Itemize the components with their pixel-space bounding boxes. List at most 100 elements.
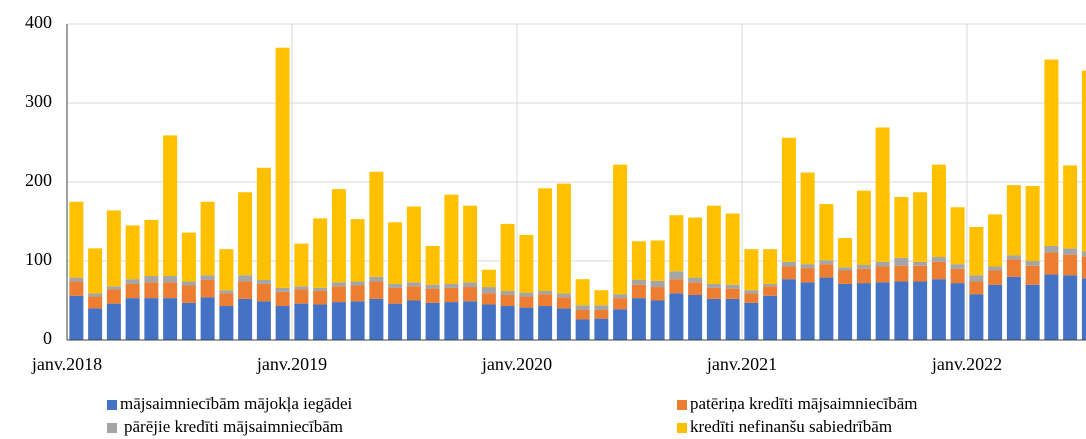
bar-segment [500, 294, 515, 307]
bar-segment [950, 268, 965, 284]
bar-segment [613, 309, 628, 340]
bar-segment [913, 265, 928, 282]
bar-segment [613, 164, 628, 295]
x-tick-label: janv.2022 [931, 354, 1002, 374]
bar-segment [819, 204, 834, 261]
y-tick-label: 0 [43, 328, 52, 348]
bar-segment [163, 276, 178, 283]
legend-label: mājsaimniecībām mājokļa iegādei [120, 394, 353, 413]
bar-segment [575, 305, 590, 310]
bar-segment [238, 192, 253, 276]
bar-segment [144, 219, 159, 277]
bar-segment [1044, 245, 1059, 253]
legend-swatch [107, 423, 117, 433]
bar-segment [388, 222, 403, 284]
bar-segment [650, 280, 665, 288]
bar-segment [106, 303, 121, 340]
legend-label: pārējie kredīti mājsaimniecībām [124, 417, 343, 436]
bar-segment [706, 298, 721, 340]
bar-segment [931, 261, 946, 280]
bar-segment [556, 183, 571, 294]
bar-segment [1063, 254, 1078, 276]
bar-segment [1006, 185, 1021, 256]
bar-segment [556, 297, 571, 309]
bar-segment [444, 194, 459, 284]
bar-segment [1025, 284, 1040, 340]
bar-segment [781, 137, 796, 262]
bar-segment [969, 227, 984, 276]
y-tick-label: 300 [25, 91, 52, 111]
bar-segment [594, 290, 609, 306]
bar-segment [331, 189, 346, 283]
bar-segment [988, 266, 1003, 271]
bar-segment [725, 298, 740, 340]
bar-segment [88, 248, 103, 294]
bar-segment [106, 210, 121, 287]
bar-segment [594, 305, 609, 310]
bar-segment [181, 302, 196, 340]
bar-segment [256, 301, 271, 340]
bar-segment [313, 304, 328, 340]
bar-segment [538, 294, 553, 307]
bar-segment [988, 214, 1003, 267]
bar-segment [256, 279, 271, 284]
bar-segment [931, 164, 946, 258]
bar-segment [481, 293, 496, 305]
bar-segment [800, 282, 815, 340]
bar-segment [425, 288, 440, 303]
bar-segment [556, 308, 571, 340]
bar-segment [688, 277, 703, 283]
bar-segment [313, 291, 328, 305]
bar-segment [725, 213, 740, 285]
bar-segment [744, 293, 759, 303]
bar-segment [369, 276, 384, 282]
bar-segment [88, 293, 103, 297]
bar-segment [819, 264, 834, 278]
bar-segment [1025, 265, 1040, 285]
bar-segment [969, 281, 984, 295]
bar-segment [406, 206, 421, 283]
bar-segment [931, 257, 946, 262]
bar-segment [331, 282, 346, 287]
bar-segment [538, 306, 553, 340]
bar-segment [913, 261, 928, 266]
bar-segment [838, 270, 853, 284]
bar-segment [688, 217, 703, 278]
bar-segment [1081, 278, 1086, 340]
bar-segment [519, 234, 534, 293]
bar-segment [238, 275, 253, 282]
bar-segment [500, 291, 515, 295]
bar-segment [444, 287, 459, 303]
bar-segment [594, 309, 609, 319]
bar-segment [369, 281, 384, 299]
bar-segment [988, 284, 1003, 340]
legend-label: patēriņa kredīti mājsaimniecībām [690, 394, 918, 413]
bar-segment [500, 306, 515, 340]
bar-segment [519, 296, 534, 308]
bar-segment [950, 264, 965, 269]
bar-segment [969, 275, 984, 282]
bar-segment [1044, 59, 1059, 246]
bar-segment [1081, 251, 1086, 257]
bar-segment [650, 287, 665, 301]
bar-segment [256, 167, 271, 280]
bar-segment [950, 207, 965, 265]
bar-segment [688, 294, 703, 340]
bar-segment [838, 238, 853, 268]
bar-segment [706, 283, 721, 288]
bar-segment [200, 275, 215, 280]
bar-segment [88, 308, 103, 340]
bar-segment [669, 293, 684, 340]
bar-segment [200, 201, 215, 276]
bar-segment [800, 268, 815, 283]
bar-segment [331, 286, 346, 303]
bar-segment [313, 287, 328, 292]
bar-segment [388, 283, 403, 288]
bar-segment [125, 283, 140, 299]
bar-segment [838, 283, 853, 340]
bar-segment [369, 298, 384, 340]
bar-segment [181, 232, 196, 282]
y-tick-label: 200 [25, 170, 52, 190]
bar-segment [519, 307, 534, 340]
bar-segment [631, 279, 646, 285]
